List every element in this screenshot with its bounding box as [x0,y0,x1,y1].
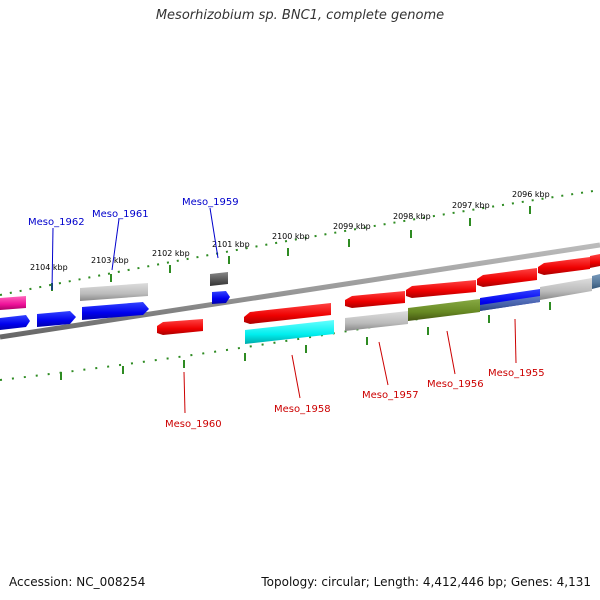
gene-arrow[interactable] [480,296,540,311]
reverse-label-leaders [183,318,517,414]
gene-arrow[interactable] [345,291,405,308]
scale-label-2099: 2099 kbp [333,222,371,231]
gene-arrow[interactable] [406,280,476,298]
scale-label-2102: 2102 kbp [152,249,190,258]
topology-summary-text: Topology: circular; Length: 4,412,446 bp… [261,575,591,589]
genome-backbone [0,242,600,340]
scale-label-2096: 2096 kbp [512,190,550,199]
scale-label-2104: 2104 kbp [30,263,68,272]
scale-label-2101: 2101 kbp [212,240,250,249]
gene-label-meso-1959[interactable]: Meso_1959 [182,197,239,208]
map-title: Mesorhizobium sp. BNC1, complete genome [155,8,445,23]
gene-arrow[interactable] [210,272,228,286]
scale-label-2100: 2100 kbp [272,232,310,241]
scale-label-2103: 2103 kbp [91,256,129,265]
inner-major-ticks [60,302,551,380]
gene-arrow[interactable] [37,311,76,327]
inner-scale-dots [0,284,600,381]
gene-arrow[interactable] [590,254,600,268]
forward-label-leaders [51,207,219,291]
gene-arrow[interactable] [540,278,592,300]
gene-arrow[interactable] [0,315,30,330]
accession-text: Accession: NC_008254 [9,575,146,589]
gene-arrow[interactable] [592,274,600,289]
gene-label-meso-1960[interactable]: Meso_1960 [165,419,222,430]
gene-arrow[interactable] [538,257,590,275]
gene-arrow[interactable] [477,268,537,287]
forward-genes [0,254,600,344]
gene-label-meso-1955[interactable]: Meso_1955 [488,368,545,379]
gene-label-meso-1958[interactable]: Meso_1958 [274,404,331,415]
gene-arrow[interactable] [244,303,331,324]
gene-arrow[interactable] [245,320,334,344]
scale-label-2098: 2098 kbp [393,212,431,221]
gene-arrow[interactable] [157,319,203,335]
gene-arrow[interactable] [345,311,408,331]
gene-arrow[interactable] [0,296,26,310]
gene-arrow[interactable] [212,291,230,304]
gene-arrow[interactable] [82,302,149,320]
gene-label-meso-1957[interactable]: Meso_1957 [362,390,419,401]
gene-arrow[interactable] [80,283,148,301]
gene-label-meso-1956[interactable]: Meso_1956 [427,379,484,390]
gene-label-meso-1962[interactable]: Meso_1962 [28,217,85,228]
gene-label-meso-1961[interactable]: Meso_1961 [92,209,149,220]
gene-arrow[interactable] [408,299,480,321]
scale-label-2097: 2097 kbp [452,201,490,210]
